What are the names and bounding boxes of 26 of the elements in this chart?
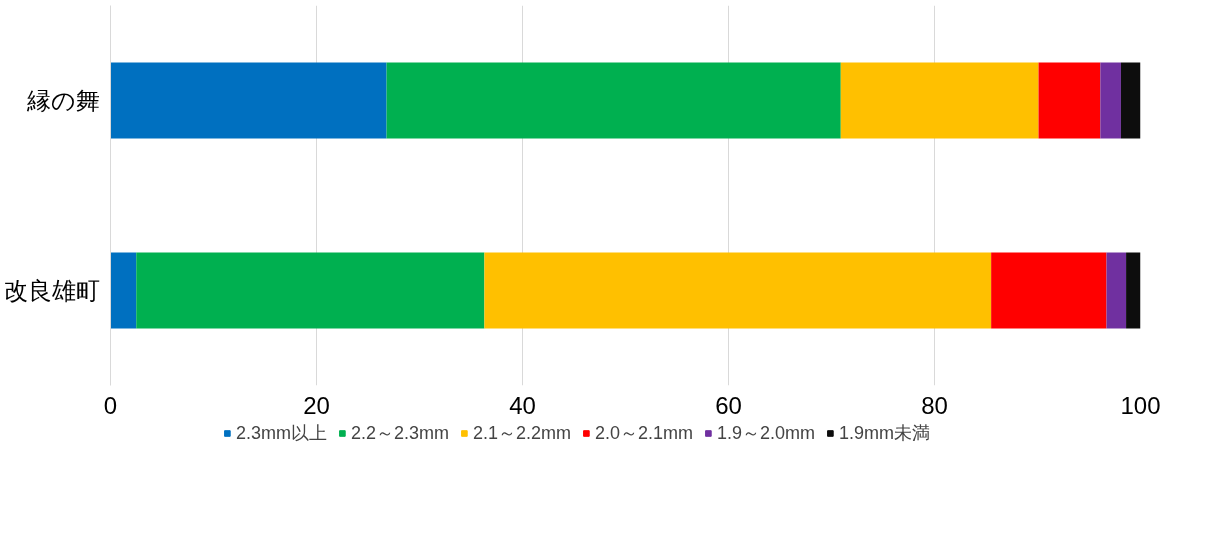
bar — [110, 62, 387, 139]
legend-label: 1.9～2.0mm — [717, 422, 816, 445]
bar — [136, 252, 485, 329]
bar — [110, 252, 137, 329]
legend-label: 2.1～2.2mm — [472, 422, 571, 445]
x-tick-label: 80 — [921, 391, 948, 419]
bar — [1120, 62, 1141, 139]
bar — [1126, 252, 1141, 329]
legend-label: 1.9mm未満 — [839, 422, 931, 445]
legend-label: 2.0～2.1mm — [595, 422, 694, 445]
y-tick-label: 改良雄町 — [3, 277, 100, 304]
y-tick-label: 縁の舞 — [25, 87, 100, 114]
x-tick-label: 40 — [509, 391, 536, 419]
bar — [1106, 252, 1127, 329]
bar — [386, 62, 841, 139]
x-tick-label: 20 — [303, 391, 330, 419]
x-tick-label: 100 — [1120, 391, 1161, 419]
bar — [840, 62, 1039, 139]
bar — [1100, 62, 1121, 139]
x-tick-label: 0 — [103, 391, 118, 419]
x-tick-label: 60 — [715, 391, 742, 419]
bar — [991, 252, 1107, 329]
bar — [1038, 62, 1101, 139]
legend-label: 2.2～2.3mm — [350, 422, 449, 445]
bar — [484, 252, 992, 329]
legend-label: 2.3mm以上 — [235, 422, 327, 445]
